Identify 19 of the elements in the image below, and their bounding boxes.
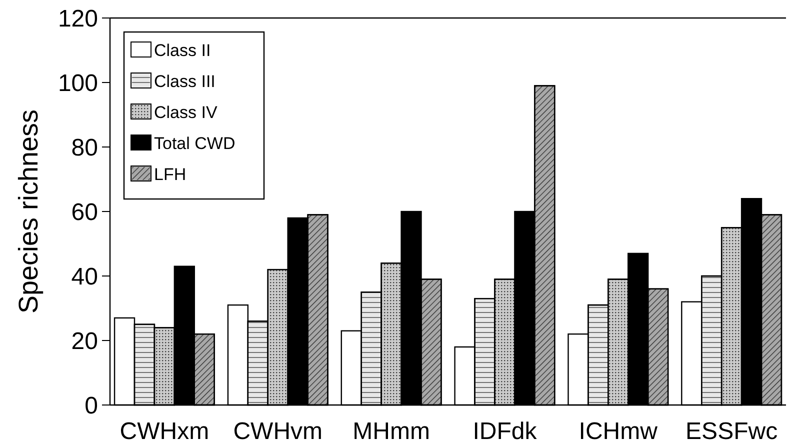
legend-label: Class IV [154, 102, 218, 122]
x-tick-label: CWHvm [233, 418, 323, 445]
legend-label: Class II [154, 40, 211, 60]
x-tick-label: CWHxm [120, 418, 210, 445]
legend-label: Total CWD [154, 134, 236, 153]
y-tick-label: 20 [71, 328, 98, 355]
x-tick-label: MHmm [352, 418, 430, 445]
y-tick-label: 40 [71, 263, 98, 290]
x-tick-label: ESSFwc [686, 418, 778, 445]
y-tick-label: 120 [58, 5, 98, 32]
y-axis-title: Species richness [13, 109, 44, 314]
y-tick-label: 60 [71, 198, 98, 226]
x-tick-label: IDFdk [472, 418, 538, 445]
y-tick-label: 80 [71, 134, 98, 162]
y-tick-label: 100 [58, 70, 98, 97]
y-tick-label: 0 [84, 392, 98, 420]
legend-label: Class III [154, 72, 216, 91]
x-tick-label: ICHmw [578, 418, 658, 445]
legend-label: LFH [154, 164, 186, 184]
